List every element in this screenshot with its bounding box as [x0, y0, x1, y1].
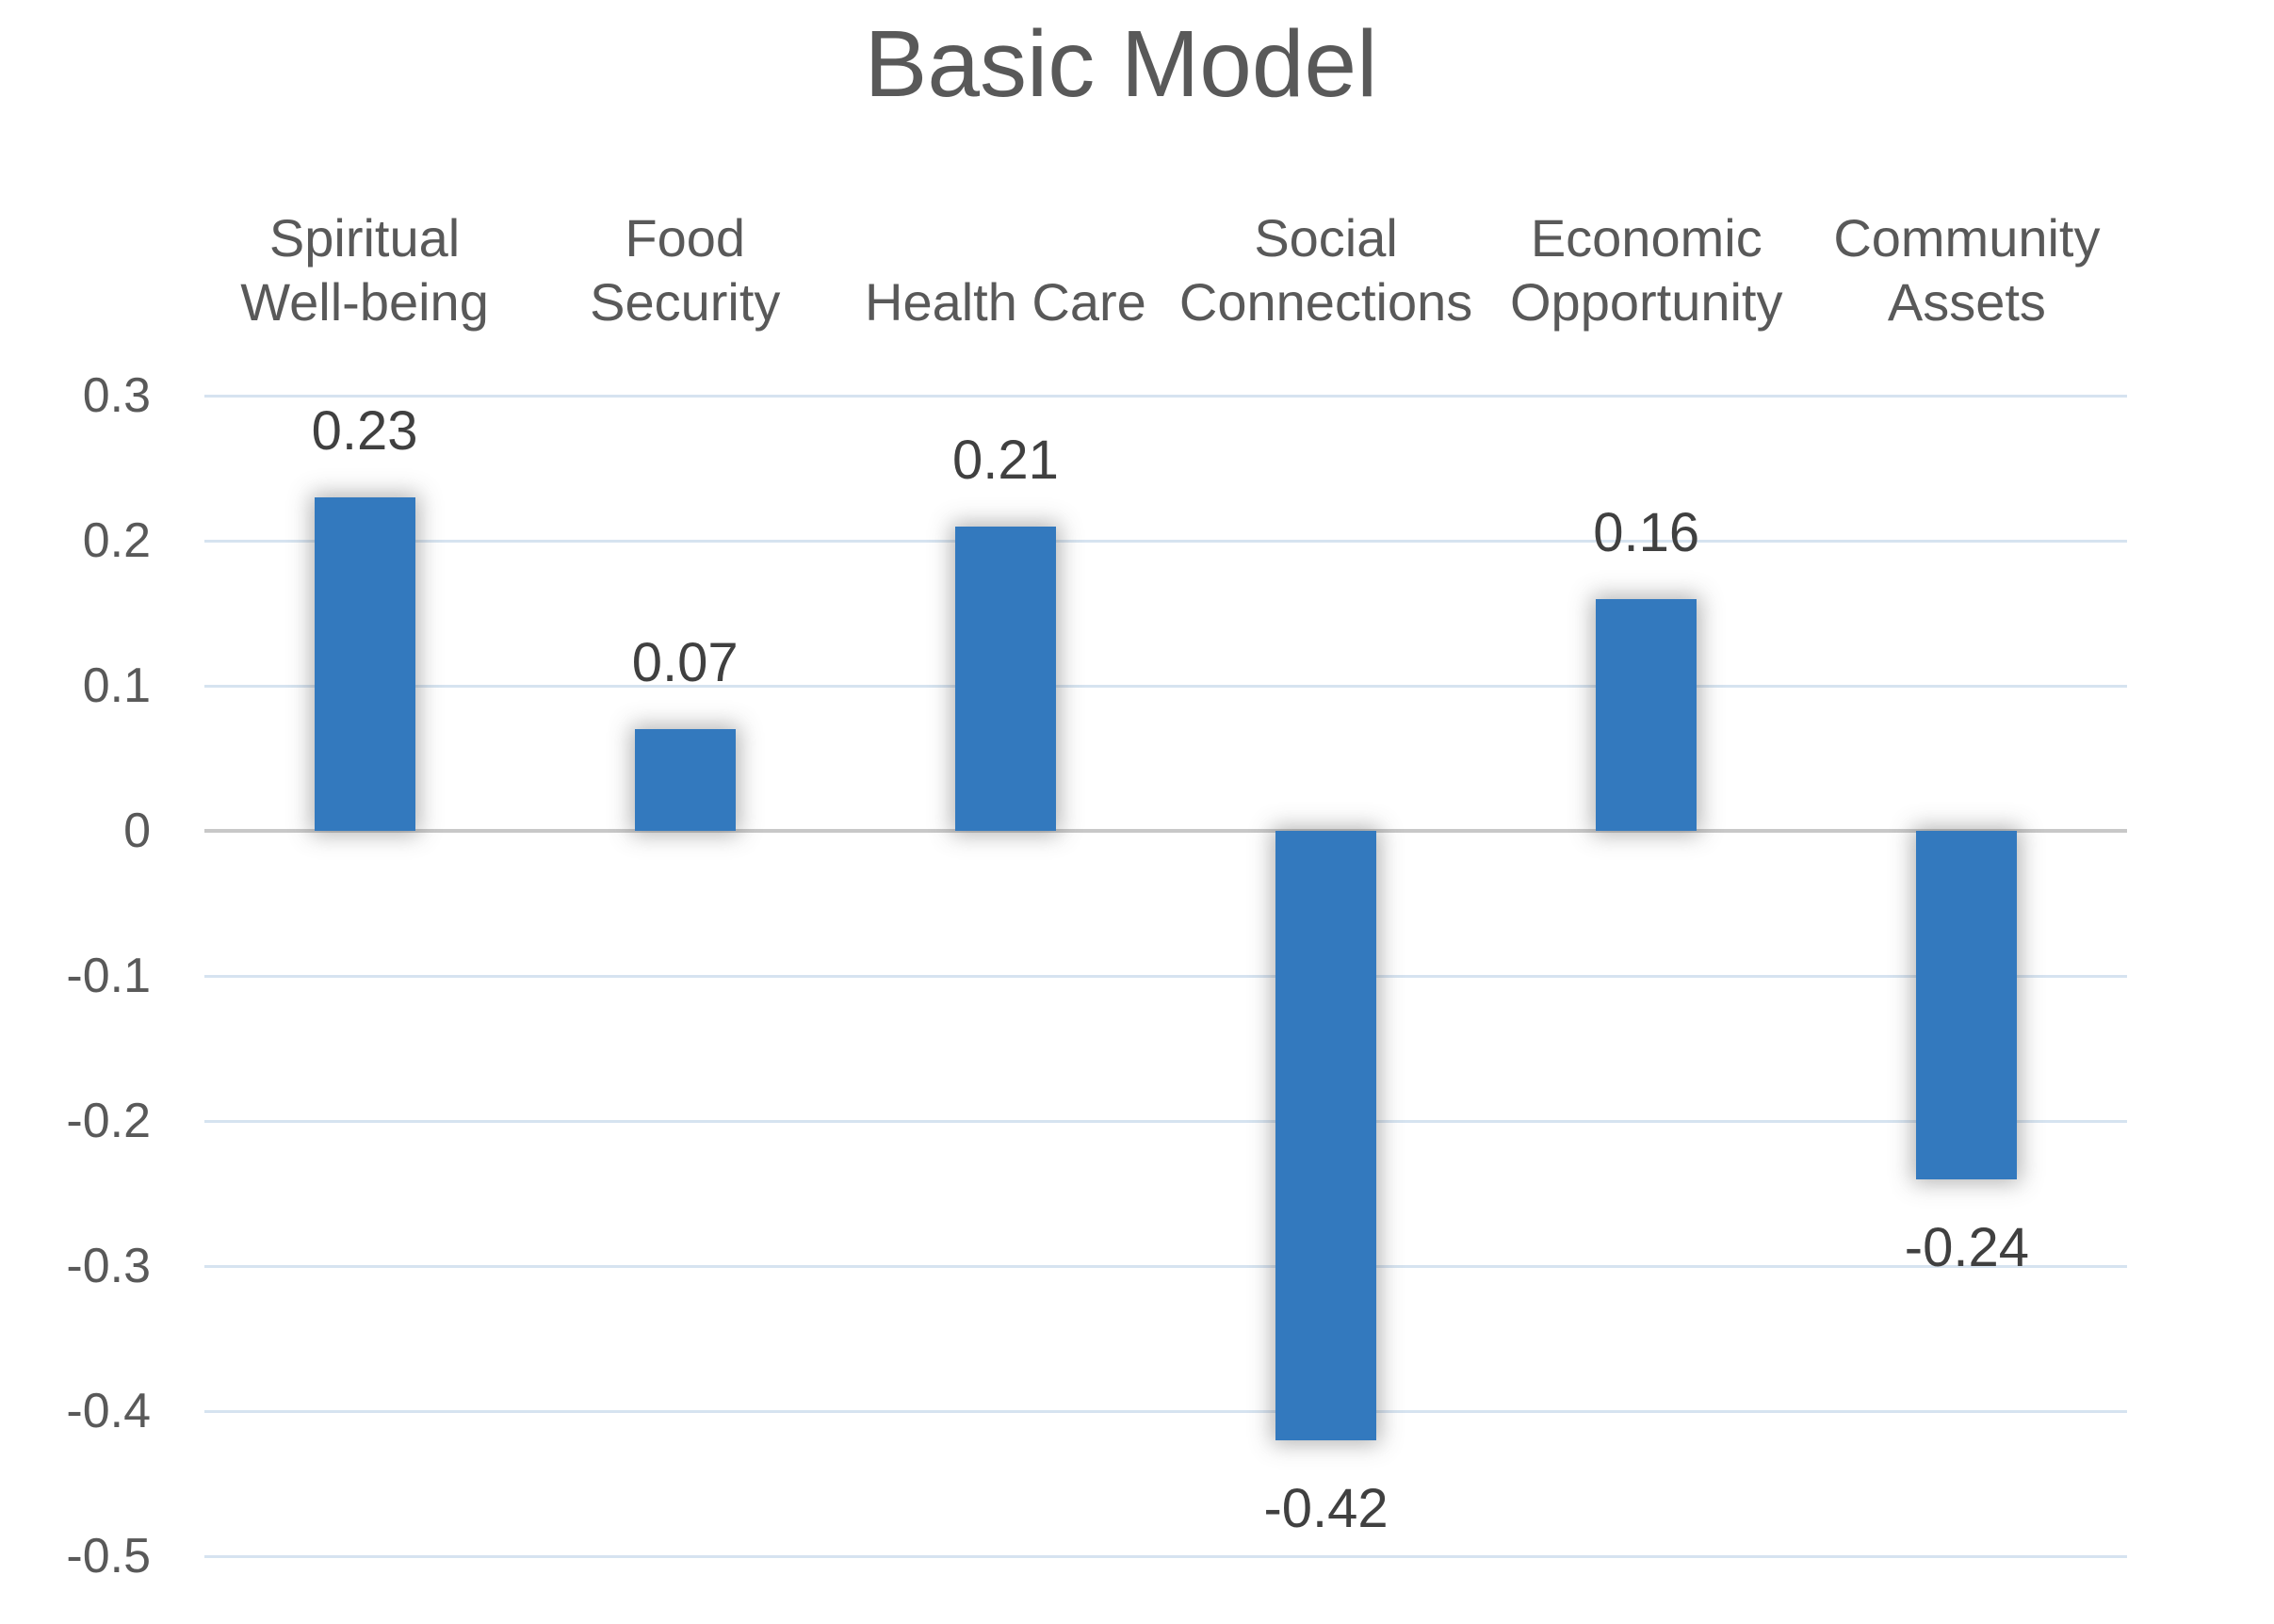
bar-value-label: 0.07 — [631, 632, 739, 694]
zero-gridline — [204, 829, 2127, 833]
chart-title: Basic Model — [864, 11, 1378, 117]
y-tick-label: 0.2 — [82, 513, 151, 568]
bar — [1916, 831, 2018, 1179]
category-label-line: Assets — [1887, 272, 2046, 332]
category-label-line: Social — [1254, 208, 1398, 268]
gridline — [204, 1265, 2127, 1268]
y-tick-label: 0 — [123, 804, 151, 858]
category-label-line: Well-being — [240, 272, 489, 332]
category-label: Social Connections — [1166, 155, 1486, 334]
category-label: Spiritual Well-being — [204, 155, 525, 334]
gridline — [204, 685, 2127, 688]
y-tick-label: 0.1 — [82, 658, 151, 713]
category-label-line: Opportunity — [1510, 272, 1783, 332]
category-label-line: Health Care — [865, 272, 1146, 332]
category-label-line: Economic — [1530, 208, 1762, 268]
bar — [634, 729, 736, 831]
bar-value-label: -0.42 — [1263, 1477, 1389, 1539]
category-label-line: Community — [1833, 208, 2101, 268]
category-label: Health Care — [845, 155, 1165, 334]
category-label-line: Food — [625, 208, 746, 268]
category-label: Community Assets — [1807, 155, 2127, 334]
y-tick-label: -0.3 — [66, 1239, 151, 1293]
bar-value-label: -0.24 — [1904, 1216, 2029, 1278]
y-tick-label: -0.4 — [66, 1384, 151, 1438]
category-label-line: Spiritual — [268, 208, 461, 268]
bar-value-label: 0.21 — [951, 429, 1059, 491]
bar-value-label: 0.23 — [311, 399, 418, 462]
gridline — [204, 1120, 2127, 1123]
bar — [954, 526, 1056, 831]
category-label: Economic Opportunity — [1486, 155, 1807, 334]
y-tick-label: -0.1 — [66, 949, 151, 1003]
gridline — [204, 395, 2127, 398]
gridline — [204, 975, 2127, 978]
bar-value-label: 0.16 — [1593, 501, 1700, 563]
y-tick-label: -0.5 — [66, 1529, 151, 1583]
gridline — [204, 540, 2127, 543]
y-tick-label: -0.2 — [66, 1094, 151, 1148]
bar — [314, 496, 415, 831]
bar — [1596, 598, 1697, 831]
category-label-line: Security — [590, 272, 781, 332]
gridline — [204, 1410, 2127, 1413]
y-tick-label: 0.3 — [82, 368, 151, 423]
category-label-line: Connections — [1178, 272, 1473, 332]
gridline — [204, 1555, 2127, 1558]
bar — [1275, 831, 1377, 1440]
category-label: Food Security — [525, 155, 845, 334]
